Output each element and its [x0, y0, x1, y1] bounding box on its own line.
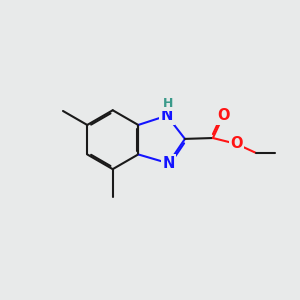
Text: N: N — [161, 108, 173, 123]
Text: H: H — [163, 97, 173, 110]
Text: O: O — [230, 136, 243, 152]
Text: O: O — [217, 108, 230, 123]
Text: N: N — [162, 156, 175, 171]
